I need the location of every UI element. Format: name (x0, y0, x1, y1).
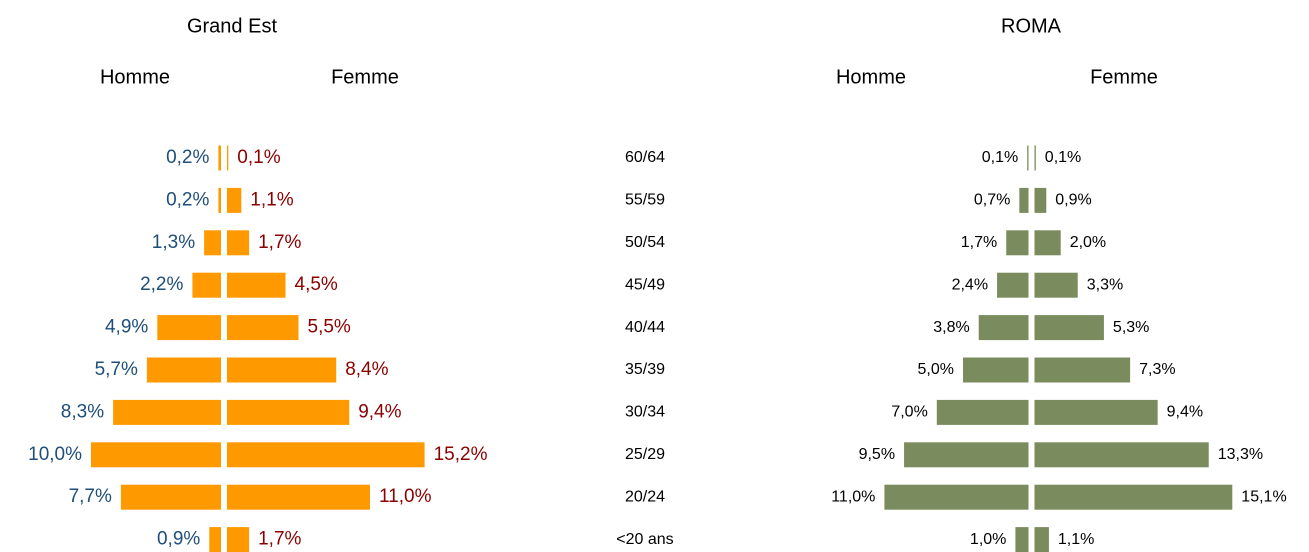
value-label: 1,1% (1058, 531, 1094, 548)
bar (1034, 272, 1078, 298)
bar (1015, 527, 1029, 552)
value-label: 9,4% (1167, 404, 1203, 421)
bar (997, 272, 1029, 298)
value-label: 2,0% (1070, 234, 1106, 251)
category-label: 55/59 (625, 192, 665, 209)
value-label: 0,1% (1045, 149, 1081, 166)
value-label: 2,4% (952, 276, 988, 293)
value-label: 0,1% (237, 147, 280, 168)
bar (204, 230, 221, 256)
bar (120, 484, 221, 510)
category-label: 60/64 (625, 149, 665, 166)
bar (1034, 484, 1233, 510)
category-label: 45/49 (625, 276, 665, 293)
bar (227, 484, 370, 510)
value-label: 1,7% (961, 234, 997, 251)
bar (1027, 145, 1029, 171)
category-label: 25/29 (625, 446, 665, 463)
value-label: 9,4% (358, 401, 401, 422)
bar (1034, 145, 1036, 171)
category-label: 50/54 (625, 234, 665, 251)
bar (91, 442, 221, 468)
value-label: 5,7% (95, 359, 138, 380)
bar (227, 399, 350, 425)
bar (1034, 315, 1104, 341)
value-label: 5,5% (308, 317, 351, 338)
bar (227, 527, 250, 552)
bar (1034, 187, 1047, 213)
value-label: 0,9% (157, 529, 200, 550)
value-label: 11,0% (379, 486, 432, 507)
category-label: 30/34 (625, 404, 665, 421)
bar (1019, 187, 1029, 213)
value-label: 11,0% (831, 488, 875, 505)
bar (227, 187, 242, 213)
bar (218, 145, 221, 171)
value-label: 0,7% (974, 192, 1010, 209)
category-label: 35/39 (625, 361, 665, 378)
bar (218, 187, 221, 213)
value-label: 3,3% (1087, 276, 1123, 293)
value-label: 7,0% (891, 404, 927, 421)
value-label: 5,3% (1113, 319, 1149, 336)
bar (209, 527, 221, 552)
bar (227, 315, 299, 341)
series-header: Femme (331, 66, 399, 88)
value-label: 7,7% (69, 486, 112, 507)
value-label: 1,7% (258, 529, 301, 550)
bar (1034, 399, 1158, 425)
category-label: 40/44 (625, 319, 665, 336)
bar (963, 357, 1029, 383)
chart-title: ROMA (1001, 15, 1062, 37)
bar (936, 399, 1029, 425)
value-label: 0,1% (982, 149, 1018, 166)
bar (227, 272, 286, 298)
value-label: 1,3% (152, 232, 195, 253)
value-label: 1,7% (258, 232, 301, 253)
value-label: 1,1% (250, 189, 293, 210)
bar (884, 484, 1029, 510)
value-label: 0,2% (166, 189, 209, 210)
bar (113, 399, 221, 425)
series-header: Homme (100, 66, 170, 88)
bar (1034, 357, 1131, 383)
category-label: 20/24 (625, 488, 665, 505)
bar (1034, 527, 1049, 552)
chart-title: Grand Est (187, 15, 277, 37)
value-label: 7,3% (1139, 361, 1175, 378)
value-label: 8,4% (345, 359, 388, 380)
series-header: Femme (1090, 66, 1158, 88)
value-label: 9,5% (859, 446, 895, 463)
value-label: 0,9% (1055, 192, 1091, 209)
value-label: 8,3% (61, 401, 104, 422)
bar (1034, 442, 1209, 468)
bar (1034, 230, 1061, 256)
bar (227, 230, 250, 256)
value-label: 13,3% (1218, 446, 1263, 463)
category-label: <20 ans (616, 531, 673, 548)
bar (192, 272, 221, 298)
value-label: 0,2% (166, 147, 209, 168)
value-label: 10,0% (28, 444, 82, 465)
value-label: 15,1% (1241, 488, 1286, 505)
value-label: 1,0% (970, 531, 1006, 548)
value-label: 15,2% (434, 444, 488, 465)
bar (227, 145, 229, 171)
value-label: 4,5% (295, 274, 338, 295)
value-label: 2,2% (140, 274, 183, 295)
value-label: 4,9% (105, 317, 148, 338)
bar (1006, 230, 1029, 256)
bar (146, 357, 221, 383)
bar (904, 442, 1029, 468)
value-label: 3,8% (933, 319, 969, 336)
series-header: Homme (836, 66, 906, 88)
bar (978, 315, 1029, 341)
bar (227, 442, 425, 468)
value-label: 5,0% (918, 361, 954, 378)
bar (227, 357, 337, 383)
bar (157, 315, 221, 341)
